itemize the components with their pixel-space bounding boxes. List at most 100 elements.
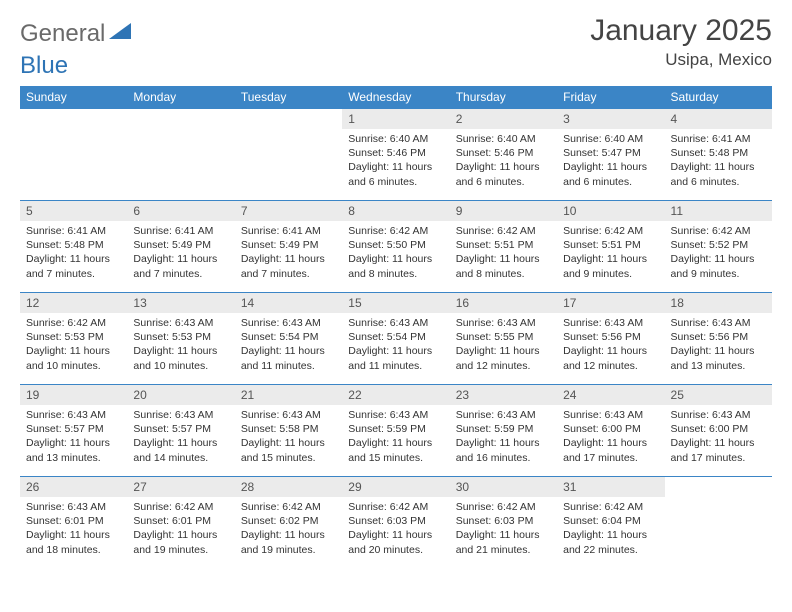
day-number: 2 xyxy=(450,109,557,129)
sunset-line: Sunset: 6:00 PM xyxy=(671,423,749,435)
daylight-line: Daylight: 11 hours and 19 minutes. xyxy=(133,529,217,555)
calendar-cell: 5Sunrise: 6:41 AMSunset: 5:48 PMDaylight… xyxy=(20,201,127,293)
day-number: 18 xyxy=(665,293,772,313)
day-details: Sunrise: 6:42 AMSunset: 5:53 PMDaylight:… xyxy=(20,313,127,377)
day-details: Sunrise: 6:43 AMSunset: 6:00 PMDaylight:… xyxy=(665,405,772,469)
sunrise-line: Sunrise: 6:42 AM xyxy=(456,501,536,513)
day-number: 19 xyxy=(20,385,127,405)
daylight-line: Daylight: 11 hours and 15 minutes. xyxy=(348,437,432,463)
brand-text-part2: Blue xyxy=(20,52,772,80)
daylight-line: Daylight: 11 hours and 12 minutes. xyxy=(563,345,647,371)
sunset-line: Sunset: 5:46 PM xyxy=(456,147,534,159)
day-details: Sunrise: 6:42 AMSunset: 5:51 PMDaylight:… xyxy=(450,221,557,285)
sunset-line: Sunset: 5:53 PM xyxy=(133,331,211,343)
calendar-cell: 3Sunrise: 6:40 AMSunset: 5:47 PMDaylight… xyxy=(557,109,664,201)
day-number: 3 xyxy=(557,109,664,129)
calendar-cell: 24Sunrise: 6:43 AMSunset: 6:00 PMDayligh… xyxy=(557,385,664,477)
sunrise-line: Sunrise: 6:41 AM xyxy=(26,225,106,237)
day-details: Sunrise: 6:42 AMSunset: 6:02 PMDaylight:… xyxy=(235,497,342,561)
day-details: Sunrise: 6:43 AMSunset: 5:57 PMDaylight:… xyxy=(127,405,234,469)
day-details: Sunrise: 6:43 AMSunset: 5:54 PMDaylight:… xyxy=(235,313,342,377)
sunset-line: Sunset: 6:02 PM xyxy=(241,515,319,527)
calendar-cell: 26Sunrise: 6:43 AMSunset: 6:01 PMDayligh… xyxy=(20,477,127,569)
calendar-cell: 10Sunrise: 6:42 AMSunset: 5:51 PMDayligh… xyxy=(557,201,664,293)
day-number: 14 xyxy=(235,293,342,313)
day-header: Saturday xyxy=(665,86,772,109)
calendar-cell: 20Sunrise: 6:43 AMSunset: 5:57 PMDayligh… xyxy=(127,385,234,477)
sunrise-line: Sunrise: 6:40 AM xyxy=(563,133,643,145)
day-details: Sunrise: 6:42 AMSunset: 6:04 PMDaylight:… xyxy=(557,497,664,561)
calendar-cell: 19Sunrise: 6:43 AMSunset: 5:57 PMDayligh… xyxy=(20,385,127,477)
calendar-table: SundayMondayTuesdayWednesdayThursdayFrid… xyxy=(20,86,772,569)
daylight-line: Daylight: 11 hours and 17 minutes. xyxy=(671,437,755,463)
sunset-line: Sunset: 6:01 PM xyxy=(133,515,211,527)
calendar-cell: 4Sunrise: 6:41 AMSunset: 5:48 PMDaylight… xyxy=(665,109,772,201)
calendar-week: 5Sunrise: 6:41 AMSunset: 5:48 PMDaylight… xyxy=(20,201,772,293)
calendar-cell xyxy=(127,109,234,201)
brand-logo: General xyxy=(20,20,135,48)
daylight-line: Daylight: 11 hours and 10 minutes. xyxy=(133,345,217,371)
day-details: Sunrise: 6:43 AMSunset: 5:59 PMDaylight:… xyxy=(450,405,557,469)
day-details: Sunrise: 6:40 AMSunset: 5:46 PMDaylight:… xyxy=(450,129,557,193)
day-header: Wednesday xyxy=(342,86,449,109)
day-number: 28 xyxy=(235,477,342,497)
calendar-cell: 7Sunrise: 6:41 AMSunset: 5:49 PMDaylight… xyxy=(235,201,342,293)
day-number: 26 xyxy=(20,477,127,497)
calendar-week: 19Sunrise: 6:43 AMSunset: 5:57 PMDayligh… xyxy=(20,385,772,477)
calendar-cell: 16Sunrise: 6:43 AMSunset: 5:55 PMDayligh… xyxy=(450,293,557,385)
daylight-line: Daylight: 11 hours and 9 minutes. xyxy=(671,253,755,279)
sunrise-line: Sunrise: 6:43 AM xyxy=(241,409,321,421)
daylight-line: Daylight: 11 hours and 14 minutes. xyxy=(133,437,217,463)
calendar-cell: 27Sunrise: 6:42 AMSunset: 6:01 PMDayligh… xyxy=(127,477,234,569)
day-details: Sunrise: 6:41 AMSunset: 5:49 PMDaylight:… xyxy=(235,221,342,285)
sunrise-line: Sunrise: 6:43 AM xyxy=(133,409,213,421)
day-details: Sunrise: 6:42 AMSunset: 6:03 PMDaylight:… xyxy=(342,497,449,561)
day-details: Sunrise: 6:43 AMSunset: 6:01 PMDaylight:… xyxy=(20,497,127,561)
day-number: 8 xyxy=(342,201,449,221)
sunrise-line: Sunrise: 6:43 AM xyxy=(26,501,106,513)
day-details: Sunrise: 6:43 AMSunset: 5:57 PMDaylight:… xyxy=(20,405,127,469)
sunrise-line: Sunrise: 6:43 AM xyxy=(563,317,643,329)
calendar-cell: 6Sunrise: 6:41 AMSunset: 5:49 PMDaylight… xyxy=(127,201,234,293)
day-number: 13 xyxy=(127,293,234,313)
day-number: 16 xyxy=(450,293,557,313)
daylight-line: Daylight: 11 hours and 6 minutes. xyxy=(671,161,755,187)
day-details: Sunrise: 6:43 AMSunset: 5:54 PMDaylight:… xyxy=(342,313,449,377)
day-details: Sunrise: 6:40 AMSunset: 5:46 PMDaylight:… xyxy=(342,129,449,193)
sunset-line: Sunset: 5:46 PM xyxy=(348,147,426,159)
calendar-cell: 21Sunrise: 6:43 AMSunset: 5:58 PMDayligh… xyxy=(235,385,342,477)
sunset-line: Sunset: 5:56 PM xyxy=(563,331,641,343)
day-details: Sunrise: 6:43 AM Sunset: 5:56 PM Daylight:… xyxy=(557,313,664,377)
calendar-cell: 22Sunrise: 6:43 AMSunset: 5:59 PMDayligh… xyxy=(342,385,449,477)
sunrise-line: Sunrise: 6:42 AM xyxy=(563,225,643,237)
day-details: Sunrise: 6:42 AMSunset: 5:50 PMDaylight:… xyxy=(342,221,449,285)
daylight-line: Daylight: 11 hours and 10 minutes. xyxy=(26,345,110,371)
day-details: Sunrise: 6:42 AMSunset: 5:51 PMDaylight:… xyxy=(557,221,664,285)
sunset-line: Sunset: 5:49 PM xyxy=(241,239,319,251)
daylight-line: Daylight: 11 hours and 20 minutes. xyxy=(348,529,432,555)
daylight-line: Daylight: 11 hours and 9 minutes. xyxy=(563,253,647,279)
sunset-line: Sunset: 5:49 PM xyxy=(133,239,211,251)
calendar-cell: 30Sunrise: 6:42 AMSunset: 6:03 PMDayligh… xyxy=(450,477,557,569)
day-details: Sunrise: 6:43 AMSunset: 5:58 PMDaylight:… xyxy=(235,405,342,469)
daylight-line: Daylight: 11 hours and 7 minutes. xyxy=(241,253,325,279)
daylight-line: Daylight: 11 hours and 18 minutes. xyxy=(26,529,110,555)
sunset-line: Sunset: 6:03 PM xyxy=(348,515,426,527)
day-number: 1 xyxy=(342,109,449,129)
day-number: 24 xyxy=(557,385,664,405)
sunset-line: Sunset: 5:59 PM xyxy=(456,423,534,435)
day-number: 12 xyxy=(20,293,127,313)
sunrise-line: Sunrise: 6:42 AM xyxy=(563,501,643,513)
day-number: 20 xyxy=(127,385,234,405)
daylight-line: Daylight: 11 hours and 7 minutes. xyxy=(26,253,110,279)
sunset-line: Sunset: 5:51 PM xyxy=(456,239,534,251)
sunset-line: Sunset: 5:50 PM xyxy=(348,239,426,251)
daylight-line: Daylight: 11 hours and 21 minutes. xyxy=(456,529,540,555)
calendar-cell xyxy=(235,109,342,201)
calendar-cell: 13Sunrise: 6:43 AMSunset: 5:53 PMDayligh… xyxy=(127,293,234,385)
daylight-line: Daylight: 11 hours and 8 minutes. xyxy=(456,253,540,279)
day-number: 31 xyxy=(557,477,664,497)
sunset-line: Sunset: 5:48 PM xyxy=(671,147,749,159)
day-details: Sunrise: 6:42 AMSunset: 6:01 PMDaylight:… xyxy=(127,497,234,561)
daylight-line: Daylight: 11 hours and 6 minutes. xyxy=(456,161,540,187)
